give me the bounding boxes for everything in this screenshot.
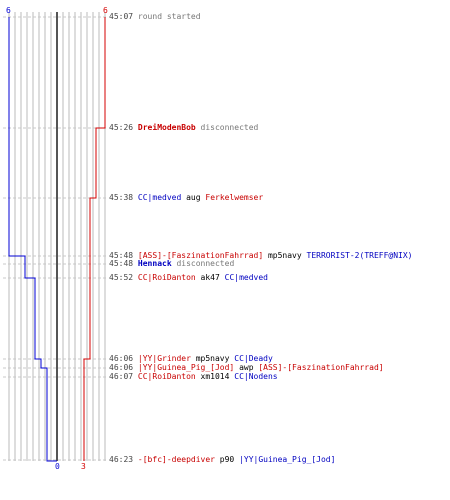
event-text: CC|medved: [137, 193, 182, 202]
event-time: 45:48: [109, 259, 134, 268]
event-text: CC|RoiDanton: [137, 372, 196, 381]
event-row: 45:48 Hennack disconnected: [109, 259, 234, 268]
event-row: 45:07 round started: [109, 12, 201, 21]
event-text: Hennack: [137, 259, 172, 268]
event-text: p90: [214, 455, 240, 464]
event-time: 46:06: [109, 363, 134, 372]
event-time: 46:07: [109, 372, 134, 381]
event-text: |YY|Grinder: [137, 354, 191, 363]
event-row: 46:23 -[bfc]-deepdiver p90 |YY|Guinea_Pi…: [109, 455, 335, 464]
event-time: 45:48: [109, 251, 134, 260]
blue-start-count: 6: [6, 6, 11, 15]
event-time: 46:06: [109, 354, 134, 363]
red-end-count: 3: [81, 462, 86, 471]
event-text: disconnected: [195, 123, 259, 132]
event-text: [ASS]-[FaszinationFahrrad]: [137, 251, 264, 260]
event-text: |YY|Guinea_Pig_[Jod]: [239, 455, 336, 464]
event-text: Ferkelwemser: [205, 193, 264, 202]
event-row: 45:26 DreiModenBob disconnected: [109, 123, 258, 132]
event-time: 45:38: [109, 193, 134, 202]
red-start-count: 6: [103, 6, 108, 15]
event-row: 46:06 |YY|Guinea_Pig_[Jod] awp [ASS]-[Fa…: [109, 363, 384, 372]
event-row: 46:06 |YY|Grinder mp5navy CC|Deady: [109, 354, 273, 363]
event-dashed-lines: [3, 16, 108, 461]
event-text: ak47: [195, 273, 225, 282]
event-time: 46:23: [109, 455, 134, 464]
event-row: 45:52 CC|RoiDanton ak47 CC|medved: [109, 273, 268, 282]
event-time: 45:26: [109, 123, 134, 132]
event-text: CC|Nodens: [234, 372, 278, 381]
event-row: 46:07 CC|RoiDanton xm1014 CC|Nodens: [109, 372, 278, 381]
event-text: CC|RoiDanton: [137, 273, 196, 282]
red-team-alive-line: [83, 17, 106, 461]
blue-team-alive-line: [8, 17, 57, 462]
event-text: mp5navy: [190, 354, 235, 363]
event-text: |YY|Guinea_Pig_[Jod]: [137, 363, 235, 372]
event-text: xm1014: [195, 372, 235, 381]
event-text: TERRORIST-2(TREFF@NIX): [306, 251, 413, 260]
event-row: 45:48 [ASS]-[FaszinationFahrrad] mp5navy…: [109, 251, 412, 260]
event-text: CC|Deady: [234, 354, 273, 363]
event-text: -[bfc]-deepdiver: [137, 455, 215, 464]
event-text: DreiModenBob: [137, 123, 196, 132]
event-text: CC|medved: [224, 273, 268, 282]
event-text: [ASS]-[FaszinationFahrrad]: [258, 363, 384, 372]
event-text: disconnected: [171, 259, 235, 268]
event-text: awp: [234, 363, 259, 372]
event-time: 45:07: [109, 12, 134, 21]
timeline-grid: [8, 12, 106, 461]
event-text: round started: [137, 12, 201, 21]
event-text: mp5navy: [263, 251, 307, 260]
event-text: aug: [181, 193, 206, 202]
event-row: 45:38 CC|medved aug Ferkelwemser: [109, 193, 263, 202]
blue-end-count: 0: [55, 462, 60, 471]
event-time: 45:52: [109, 273, 134, 282]
